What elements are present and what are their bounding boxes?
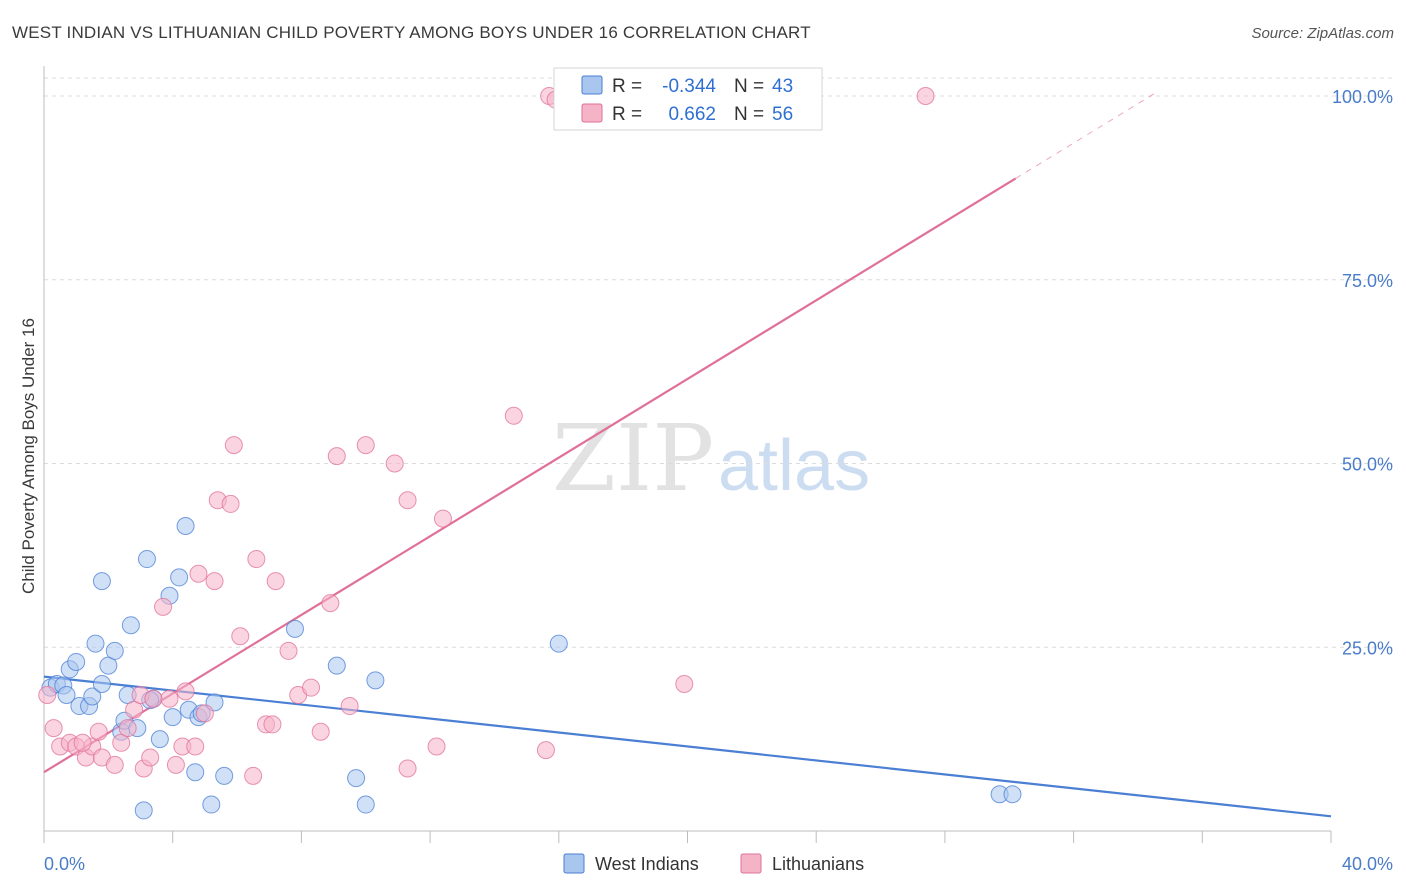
point-lithuanians (224, 436, 243, 455)
point-lithuanians (221, 494, 240, 513)
point-lithuanians (327, 447, 346, 466)
point-lithuanians (398, 491, 417, 510)
trend-layer (43, 91, 1332, 818)
point-lithuanians (118, 719, 137, 738)
point-lithuanians (244, 766, 263, 785)
point-lithuanians (279, 641, 298, 660)
point-west-indians (356, 795, 375, 814)
point-lithuanians (398, 759, 417, 778)
point-lithuanians (166, 755, 185, 774)
chart-source: Source: ZipAtlas.com (1251, 25, 1394, 42)
legend-n-label-west-indians: N = (734, 76, 764, 97)
point-lithuanians (321, 594, 340, 613)
point-west-indians (150, 730, 169, 749)
point-lithuanians (154, 597, 173, 616)
point-lithuanians (189, 564, 208, 583)
point-west-indians (86, 634, 105, 653)
point-lithuanians (675, 675, 694, 693)
legend-r-value-lithuanians: 0.662 (668, 104, 716, 125)
point-lithuanians (195, 704, 214, 723)
point-west-indians (366, 671, 385, 690)
y-axis-title: Child Poverty Among Boys Under 16 (19, 318, 38, 594)
y-tick-label-25: 25.0% (1342, 638, 1393, 658)
legend-n-value-west-indians: 43 (772, 76, 793, 97)
point-west-indians (57, 686, 76, 705)
axis-layer: 25.0% 50.0% 75.0% 100.0% (43, 66, 1393, 843)
trend-line-lithuanians (43, 177, 1017, 774)
point-lithuanians (44, 719, 63, 738)
point-lithuanians (231, 627, 250, 646)
watermark-atlas: atlas (718, 426, 870, 506)
point-lithuanians (266, 572, 285, 591)
legend-r-label-lithuanians: R = (612, 104, 642, 125)
x-tick-label-max: 40.0% (1342, 854, 1393, 874)
legend-swatch-west-indians (581, 75, 603, 95)
point-west-indians (137, 550, 156, 569)
point-lithuanians (263, 715, 282, 734)
point-lithuanians (427, 737, 446, 756)
point-west-indians (186, 763, 205, 782)
correlation-legend: R = -0.344 N = 43 R = 0.662 N = 56 (553, 67, 823, 131)
point-west-indians (67, 652, 86, 671)
legend-r-label-west-indians: R = (612, 76, 642, 97)
trend-line-west-indians (43, 675, 1332, 818)
legend-swatch-lithuanians (581, 103, 603, 123)
point-lithuanians (916, 87, 935, 105)
point-lithuanians (38, 686, 57, 705)
point-lithuanians (73, 733, 92, 752)
bottom-legend-label-west-indians: West Indians (595, 854, 699, 874)
y-tick-label-75: 75.0% (1342, 271, 1393, 291)
point-west-indians (134, 801, 153, 820)
point-lithuanians (340, 697, 359, 716)
point-west-indians (92, 572, 111, 591)
point-lithuanians (105, 755, 124, 774)
bottom-legend-swatch-west-indians (563, 853, 585, 874)
point-lithuanians (141, 748, 160, 767)
point-west-indians (121, 616, 140, 635)
point-lithuanians (144, 689, 163, 708)
point-west-indians (176, 516, 195, 535)
point-lithuanians (504, 406, 523, 425)
point-lithuanians (176, 682, 195, 701)
point-lithuanians (89, 722, 108, 741)
watermark-zip: ZIP (552, 405, 714, 512)
bottom-legend-label-lithuanians: Lithuanians (772, 854, 864, 874)
point-west-indians (285, 619, 304, 638)
point-lithuanians (186, 737, 205, 756)
point-west-indians (347, 769, 366, 788)
y-tick-label-50: 50.0% (1342, 455, 1393, 475)
point-lithuanians (302, 678, 321, 697)
point-lithuanians (536, 741, 555, 760)
chart-title: WEST INDIAN VS LITHUANIAN CHILD POVERTY … (12, 23, 811, 42)
point-west-indians (202, 795, 221, 814)
point-west-indians (215, 766, 234, 785)
point-west-indians (83, 687, 102, 706)
grid-layer (44, 77, 1392, 648)
point-lithuanians (433, 509, 452, 528)
point-lithuanians (247, 550, 266, 569)
point-lithuanians (385, 454, 404, 473)
series-legend: West Indians Lithuanians (563, 853, 864, 874)
bottom-legend-swatch-lithuanians (740, 853, 762, 874)
legend-n-label-lithuanians: N = (734, 104, 764, 125)
point-lithuanians (311, 722, 330, 741)
legend-n-value-lithuanians: 56 (772, 104, 793, 125)
point-west-indians (1003, 785, 1022, 804)
x-tick-label-min: 0.0% (44, 854, 85, 874)
points-layer (38, 87, 1022, 820)
point-west-indians (105, 641, 124, 660)
point-west-indians (327, 656, 346, 675)
point-lithuanians (205, 572, 224, 591)
legend-r-value-west-indians: -0.344 (662, 76, 716, 97)
point-west-indians (549, 634, 568, 653)
point-west-indians (92, 675, 111, 693)
trend-extension-lithuanians (1015, 91, 1157, 179)
point-lithuanians (160, 689, 179, 708)
point-west-indians (163, 708, 182, 727)
point-lithuanians (356, 436, 375, 455)
point-west-indians (170, 568, 189, 587)
y-tick-label-100: 100.0% (1332, 87, 1393, 107)
